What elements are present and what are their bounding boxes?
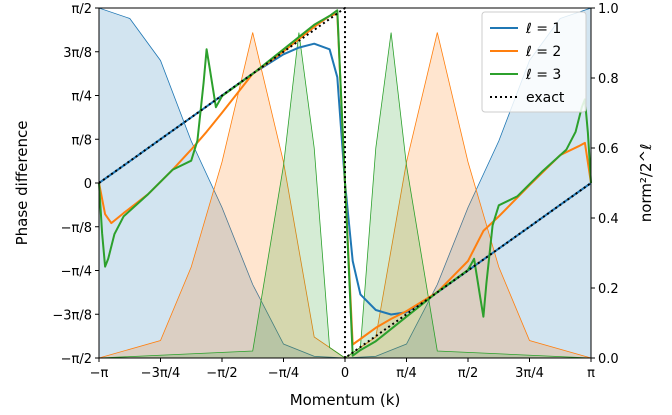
x-axis-ticks: −π −3π/4 −π/2 −π/4 0 π/4 π/2 3π/4 π (90, 358, 595, 381)
x-tick-label: −3π/4 (141, 366, 181, 381)
x-tick-label: 3π/4 (515, 366, 544, 381)
y-left-tick-label: −π/2 (61, 352, 92, 367)
y-right-tick-label: 0.8 (598, 72, 619, 87)
x-tick-label: −π/2 (206, 366, 237, 381)
y-right-axis-label: norm²/2^ℓ (637, 144, 655, 223)
y-left-tick-label: 0 (84, 177, 92, 192)
x-tick-label: π (587, 366, 595, 381)
y-right-tick-label: 0.2 (598, 282, 619, 297)
y-left-tick-label: −π/8 (61, 221, 92, 236)
x-tick-label: −π (90, 366, 109, 381)
y-left-tick-label: π/8 (72, 133, 92, 148)
y-right-axis-ticks: 0.0 0.2 0.4 0.6 0.8 1.0 (591, 2, 619, 367)
x-tick-label: π/4 (396, 366, 416, 381)
y-left-axis-ticks: −π/2 −3π/8 −π/4 −π/8 0 π/8 π/4 3π/8 π/2 (52, 2, 99, 367)
y-left-tick-label: 3π/8 (63, 46, 92, 61)
y-left-tick-label: π/2 (72, 2, 92, 17)
x-tick-label: 0 (341, 366, 349, 381)
phase-lines (98, 7, 592, 359)
y-right-tick-label: 1.0 (598, 2, 619, 17)
legend-label-1: ℓ = 1 (525, 21, 561, 37)
series-line-exact (98, 7, 592, 359)
y-right-tick-label: 0.0 (598, 352, 619, 367)
y-left-tick-label: −3π/8 (52, 308, 92, 323)
legend-label-exact: exact (526, 90, 565, 106)
legend-label-2: ℓ = 2 (525, 44, 561, 60)
y-right-tick-label: 0.4 (598, 212, 619, 227)
x-tick-label: π/2 (458, 366, 478, 381)
x-tick-label: −π/4 (268, 366, 299, 381)
legend-label-3: ℓ = 3 (525, 67, 561, 83)
y-left-axis-label: Phase difference (13, 121, 31, 246)
y-right-tick-label: 0.6 (598, 142, 619, 157)
legend-box (481, 11, 587, 113)
y-left-tick-label: π/4 (72, 90, 92, 105)
legend: ℓ = 1 ℓ = 2 ℓ = 3 exact (481, 11, 587, 113)
y-left-tick-label: −π/4 (61, 265, 92, 280)
x-axis-label: Momentum (k) (290, 391, 401, 409)
